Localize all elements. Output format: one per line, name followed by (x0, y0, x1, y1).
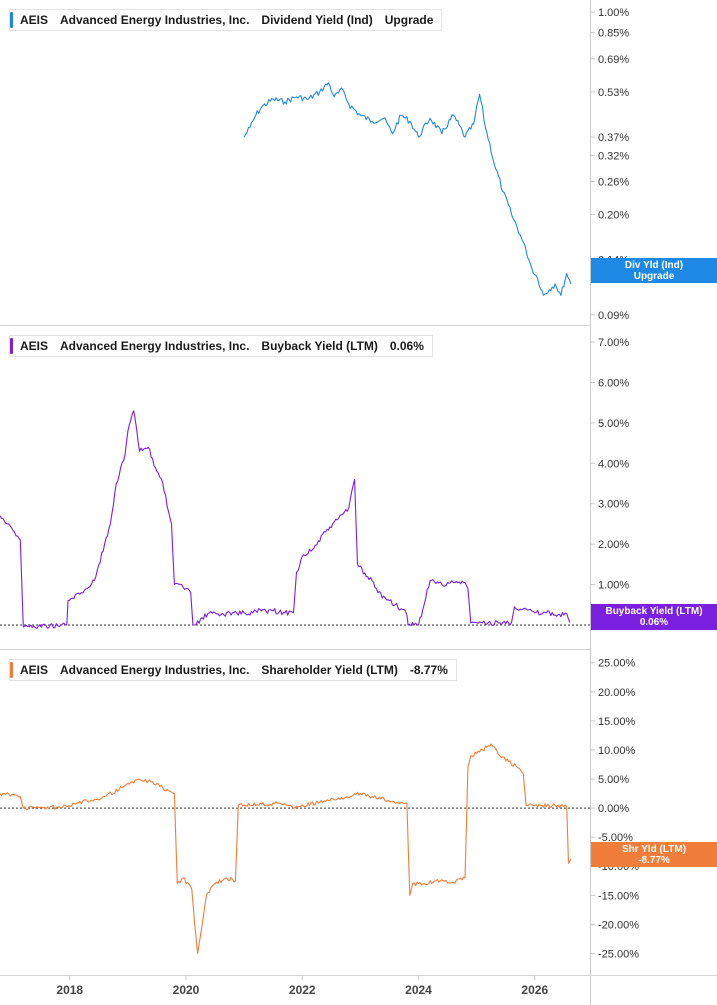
buyback-y-tick-label: 3.00% (598, 499, 629, 511)
shareholder-ticker: AEIS (20, 663, 49, 677)
shareholder-y-tick-label: -25.00% (598, 948, 639, 960)
shareholder-tag-value: -8.77% (638, 854, 670, 866)
x-tick-label: 2024 (405, 983, 432, 997)
buyback-company: Advanced Energy Industries, Inc. (60, 339, 250, 353)
shareholder-y-tick-label: 5.00% (598, 774, 629, 786)
dividend-series-line (243, 82, 572, 296)
buyback-y-tick-label: 5.00% (598, 418, 629, 430)
buyback-ticker: AEIS (20, 339, 49, 353)
dividend-y-tick-label: 0.53% (598, 87, 629, 99)
x-tick-label: 2022 (289, 983, 316, 997)
buyback-value-tag: Buyback Yield (LTM) 0.06% (591, 604, 717, 630)
dividend-y-tick-label: 0.37% (598, 132, 629, 144)
buyback-legend[interactable]: AEIS Advanced Energy Industries, Inc. Bu… (9, 335, 433, 357)
shareholder-company: Advanced Energy Industries, Inc. (60, 663, 250, 677)
buyback-color-swatch (10, 338, 13, 354)
shareholder-metric: Shareholder Yield (LTM) (261, 663, 398, 677)
buyback-current-value: 0.06% (389, 339, 424, 353)
shareholder-y-tick-label: 25.00% (598, 658, 636, 670)
buyback-tag-label: Buyback Yield (LTM) (605, 606, 703, 617)
dividend-tag-value: Upgrade (633, 270, 675, 282)
dividend-y-tick-label: 0.32% (598, 150, 629, 162)
x-tick-label: 2020 (173, 983, 200, 997)
shareholder-y-tick-label: 0.00% (598, 803, 629, 815)
shareholder-legend[interactable]: AEIS Advanced Energy Industries, Inc. Sh… (9, 659, 457, 681)
shareholder-y-tick-label: 15.00% (598, 716, 636, 728)
dividend-y-tick-label: 0.26% (598, 176, 629, 188)
shareholder-current-value: -8.77% (409, 663, 448, 677)
dividend-company: Advanced Energy Industries, Inc. (60, 13, 250, 27)
shareholder-y-tick-label: -20.00% (598, 919, 639, 931)
buyback-y-tick-label: 4.00% (598, 458, 629, 470)
dividend-tag-label: Div Yld (Ind) (624, 259, 684, 271)
dividend-legend[interactable]: AEIS Advanced Energy Industries, Inc. Di… (9, 9, 443, 31)
buyback-tag-value: 0.06% (639, 617, 669, 628)
shareholder-value-tag: Shr Yld (LTM) -8.77% (591, 842, 717, 867)
dividend-metric: Dividend Yield (Ind) (261, 13, 373, 27)
shareholder-y-tick-label: -15.00% (598, 890, 639, 902)
shareholder-y-tick-label: 10.00% (598, 745, 636, 757)
shareholder-color-swatch (10, 662, 13, 678)
dividend-y-tick-label: 0.85% (598, 28, 629, 40)
shareholder-y-tick-label: 20.00% (598, 687, 636, 699)
dividend-color-swatch (10, 12, 13, 28)
dividend-current-value: Upgrade (384, 13, 434, 27)
shareholder-series-line (0, 743, 572, 955)
x-tick-label: 2026 (521, 983, 548, 997)
dividend-y-tick-label: 0.09% (598, 310, 629, 322)
dividend-ticker: AEIS (20, 13, 49, 27)
dividend-y-tick-label: 1.00% (598, 7, 629, 19)
shareholder-y-tick-label: -5.00% (598, 832, 633, 844)
shareholder-tag-label: Shr Yld (LTM) (621, 843, 687, 855)
dividend-value-tag: Div Yld (Ind) Upgrade (591, 258, 717, 283)
dividend-y-tick-label: 0.20% (598, 209, 629, 221)
x-tick-label: 2018 (56, 983, 83, 997)
buyback-y-tick-label: 1.00% (598, 580, 629, 592)
dividend-y-tick-label: 0.69% (598, 54, 629, 66)
buyback-series-line (0, 410, 571, 630)
buyback-y-tick-label: 7.00% (598, 337, 629, 349)
buyback-y-tick-label: 2.00% (598, 539, 629, 551)
buyback-metric: Buyback Yield (LTM) (261, 339, 378, 353)
buyback-y-tick-label: 6.00% (598, 377, 629, 389)
